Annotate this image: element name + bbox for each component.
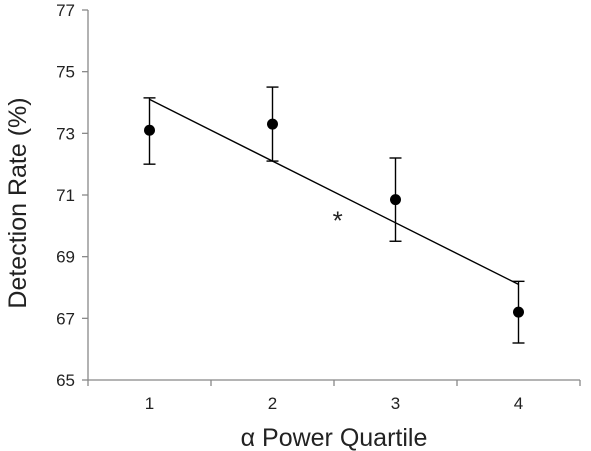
data-point xyxy=(513,306,524,318)
annotations: * xyxy=(333,206,343,236)
tick-labels: 65 67 69 71 73 75 77 1 2 3 4 xyxy=(56,1,523,413)
y-axis-title: Detection Rate (%) xyxy=(4,97,32,308)
y-tick-label: 67 xyxy=(56,309,75,328)
y-tick-label: 71 xyxy=(56,186,75,205)
x-tick-label: 3 xyxy=(391,394,400,413)
x-tick-label: 1 xyxy=(145,394,154,413)
trendline-group xyxy=(149,98,519,286)
axes xyxy=(87,10,580,381)
x-tick-label: 2 xyxy=(268,394,277,413)
y-tick-label: 73 xyxy=(56,124,75,143)
trendline xyxy=(149,98,519,286)
y-tick-label: 75 xyxy=(56,63,75,82)
tick-marks xyxy=(82,9,581,386)
data-points xyxy=(144,118,524,318)
x-tick-label: 4 xyxy=(514,394,523,413)
data-point xyxy=(144,124,155,136)
x-axis-title: α Power Quartile xyxy=(241,424,428,451)
y-tick-label: 69 xyxy=(56,248,75,267)
significance-asterisk: * xyxy=(333,206,343,236)
data-point xyxy=(390,194,401,206)
y-tick-label: 65 xyxy=(56,371,75,390)
y-tick-label: 77 xyxy=(56,1,75,20)
data-point xyxy=(267,118,278,130)
